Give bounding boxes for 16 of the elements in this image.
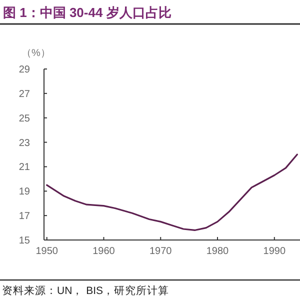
ytick: 25 [18,113,30,124]
ytick: 29 [18,64,30,76]
xtick: 1950 [36,246,58,257]
ytick: 27 [18,88,30,100]
ytick: 19 [18,186,30,198]
title: 图 1：中国 30-44 岁人口占比 [3,5,172,20]
ytick: 15 [18,236,30,246]
xtick: 1990 [263,246,286,257]
ytick: 17 [18,211,30,222]
ytick: 23 [18,138,30,149]
xtick: 1960 [92,246,115,257]
annotation: 资料来源：UN， BIS，研究所计算 [2,285,170,297]
xtick: 1970 [150,246,172,257]
xtick: 1980 [206,246,229,257]
ytick: 21 [18,162,30,174]
ylabel: （%） [22,48,50,59]
